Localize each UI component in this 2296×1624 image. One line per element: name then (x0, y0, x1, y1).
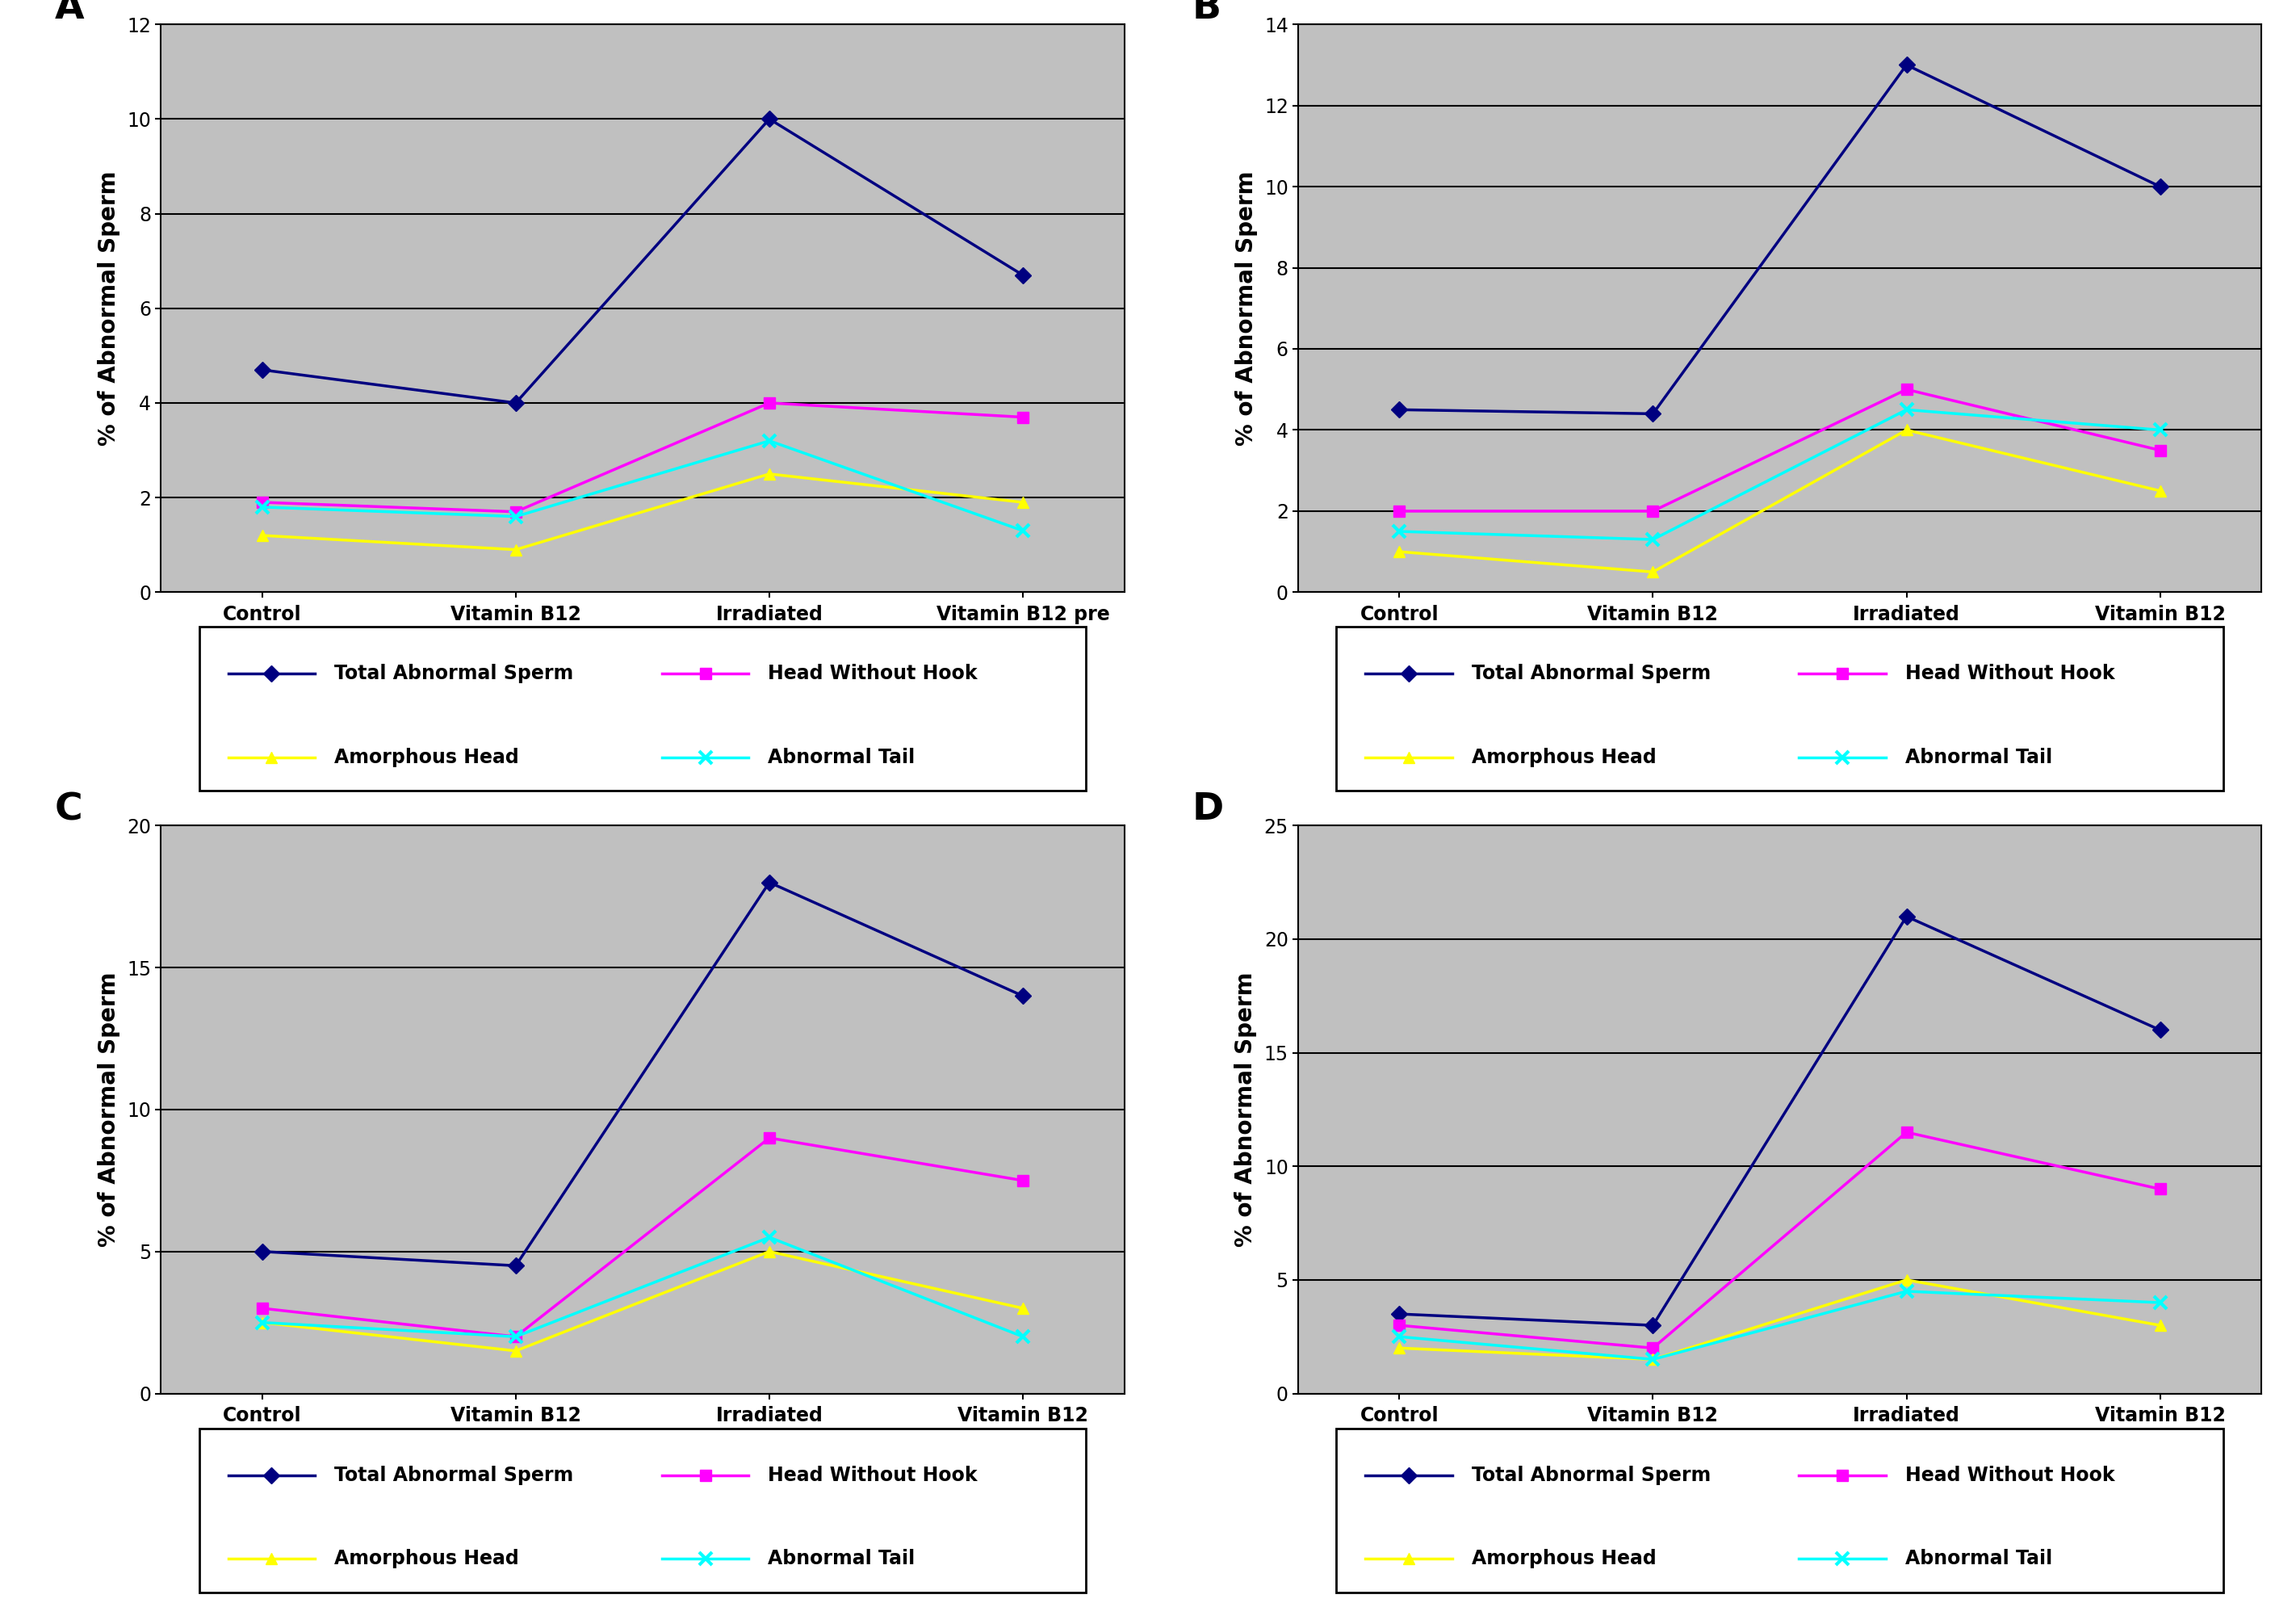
Text: Total Abnormal Sperm: Total Abnormal Sperm (335, 1465, 574, 1484)
X-axis label: Assay Time ( 72 hr ): Assay Time ( 72 hr ) (1653, 1531, 1906, 1554)
Text: C: C (55, 791, 83, 828)
Bar (200, 627, 1086, 791)
Text: Amorphous Head: Amorphous Head (335, 749, 519, 768)
Text: Amorphous Head: Amorphous Head (1472, 1549, 1655, 1569)
Y-axis label: % of Abnormal Sperm: % of Abnormal Sperm (1235, 973, 1258, 1247)
Y-axis label: % of Abnormal Sperm: % of Abnormal Sperm (99, 171, 119, 445)
Text: Amorphous Head: Amorphous Head (1472, 749, 1655, 768)
X-axis label: Assay Time ( 0 hr ): Assay Time ( 0 hr ) (523, 708, 760, 731)
Text: Total Abnormal Sperm: Total Abnormal Sperm (335, 664, 574, 684)
Y-axis label: % of Abnormal Sperm: % of Abnormal Sperm (1235, 171, 1258, 445)
Text: D: D (1192, 791, 1224, 828)
Text: Amorphous Head: Amorphous Head (335, 1549, 519, 1569)
Bar (1336, 1427, 2223, 1592)
Text: Total Abnormal Sperm: Total Abnormal Sperm (1472, 664, 1711, 684)
Text: B: B (1192, 0, 1221, 26)
Text: Head Without Hook: Head Without Hook (767, 664, 978, 684)
Text: Total Abnormal Sperm: Total Abnormal Sperm (1472, 1465, 1711, 1484)
Text: Head Without Hook: Head Without Hook (767, 1465, 978, 1484)
Text: Abnormal Tail: Abnormal Tail (1906, 1549, 2053, 1569)
Text: Abnormal Tail: Abnormal Tail (767, 1549, 916, 1569)
Y-axis label: % of Abnormal Sperm: % of Abnormal Sperm (96, 973, 119, 1247)
Text: Abnormal Tail: Abnormal Tail (1906, 749, 2053, 768)
Text: A: A (55, 0, 85, 26)
X-axis label: Assay Time ( 6 hr ): Assay Time ( 6 hr ) (1662, 731, 1899, 754)
Bar (200, 1427, 1086, 1592)
Text: Head Without Hook: Head Without Hook (1906, 1465, 2115, 1484)
Text: Head Without Hook: Head Without Hook (1906, 664, 2115, 684)
Text: Abnormal Tail: Abnormal Tail (767, 749, 916, 768)
X-axis label: Assay Time ( 24 hr ): Assay Time ( 24 hr ) (517, 1531, 769, 1554)
Bar (1336, 627, 2223, 791)
